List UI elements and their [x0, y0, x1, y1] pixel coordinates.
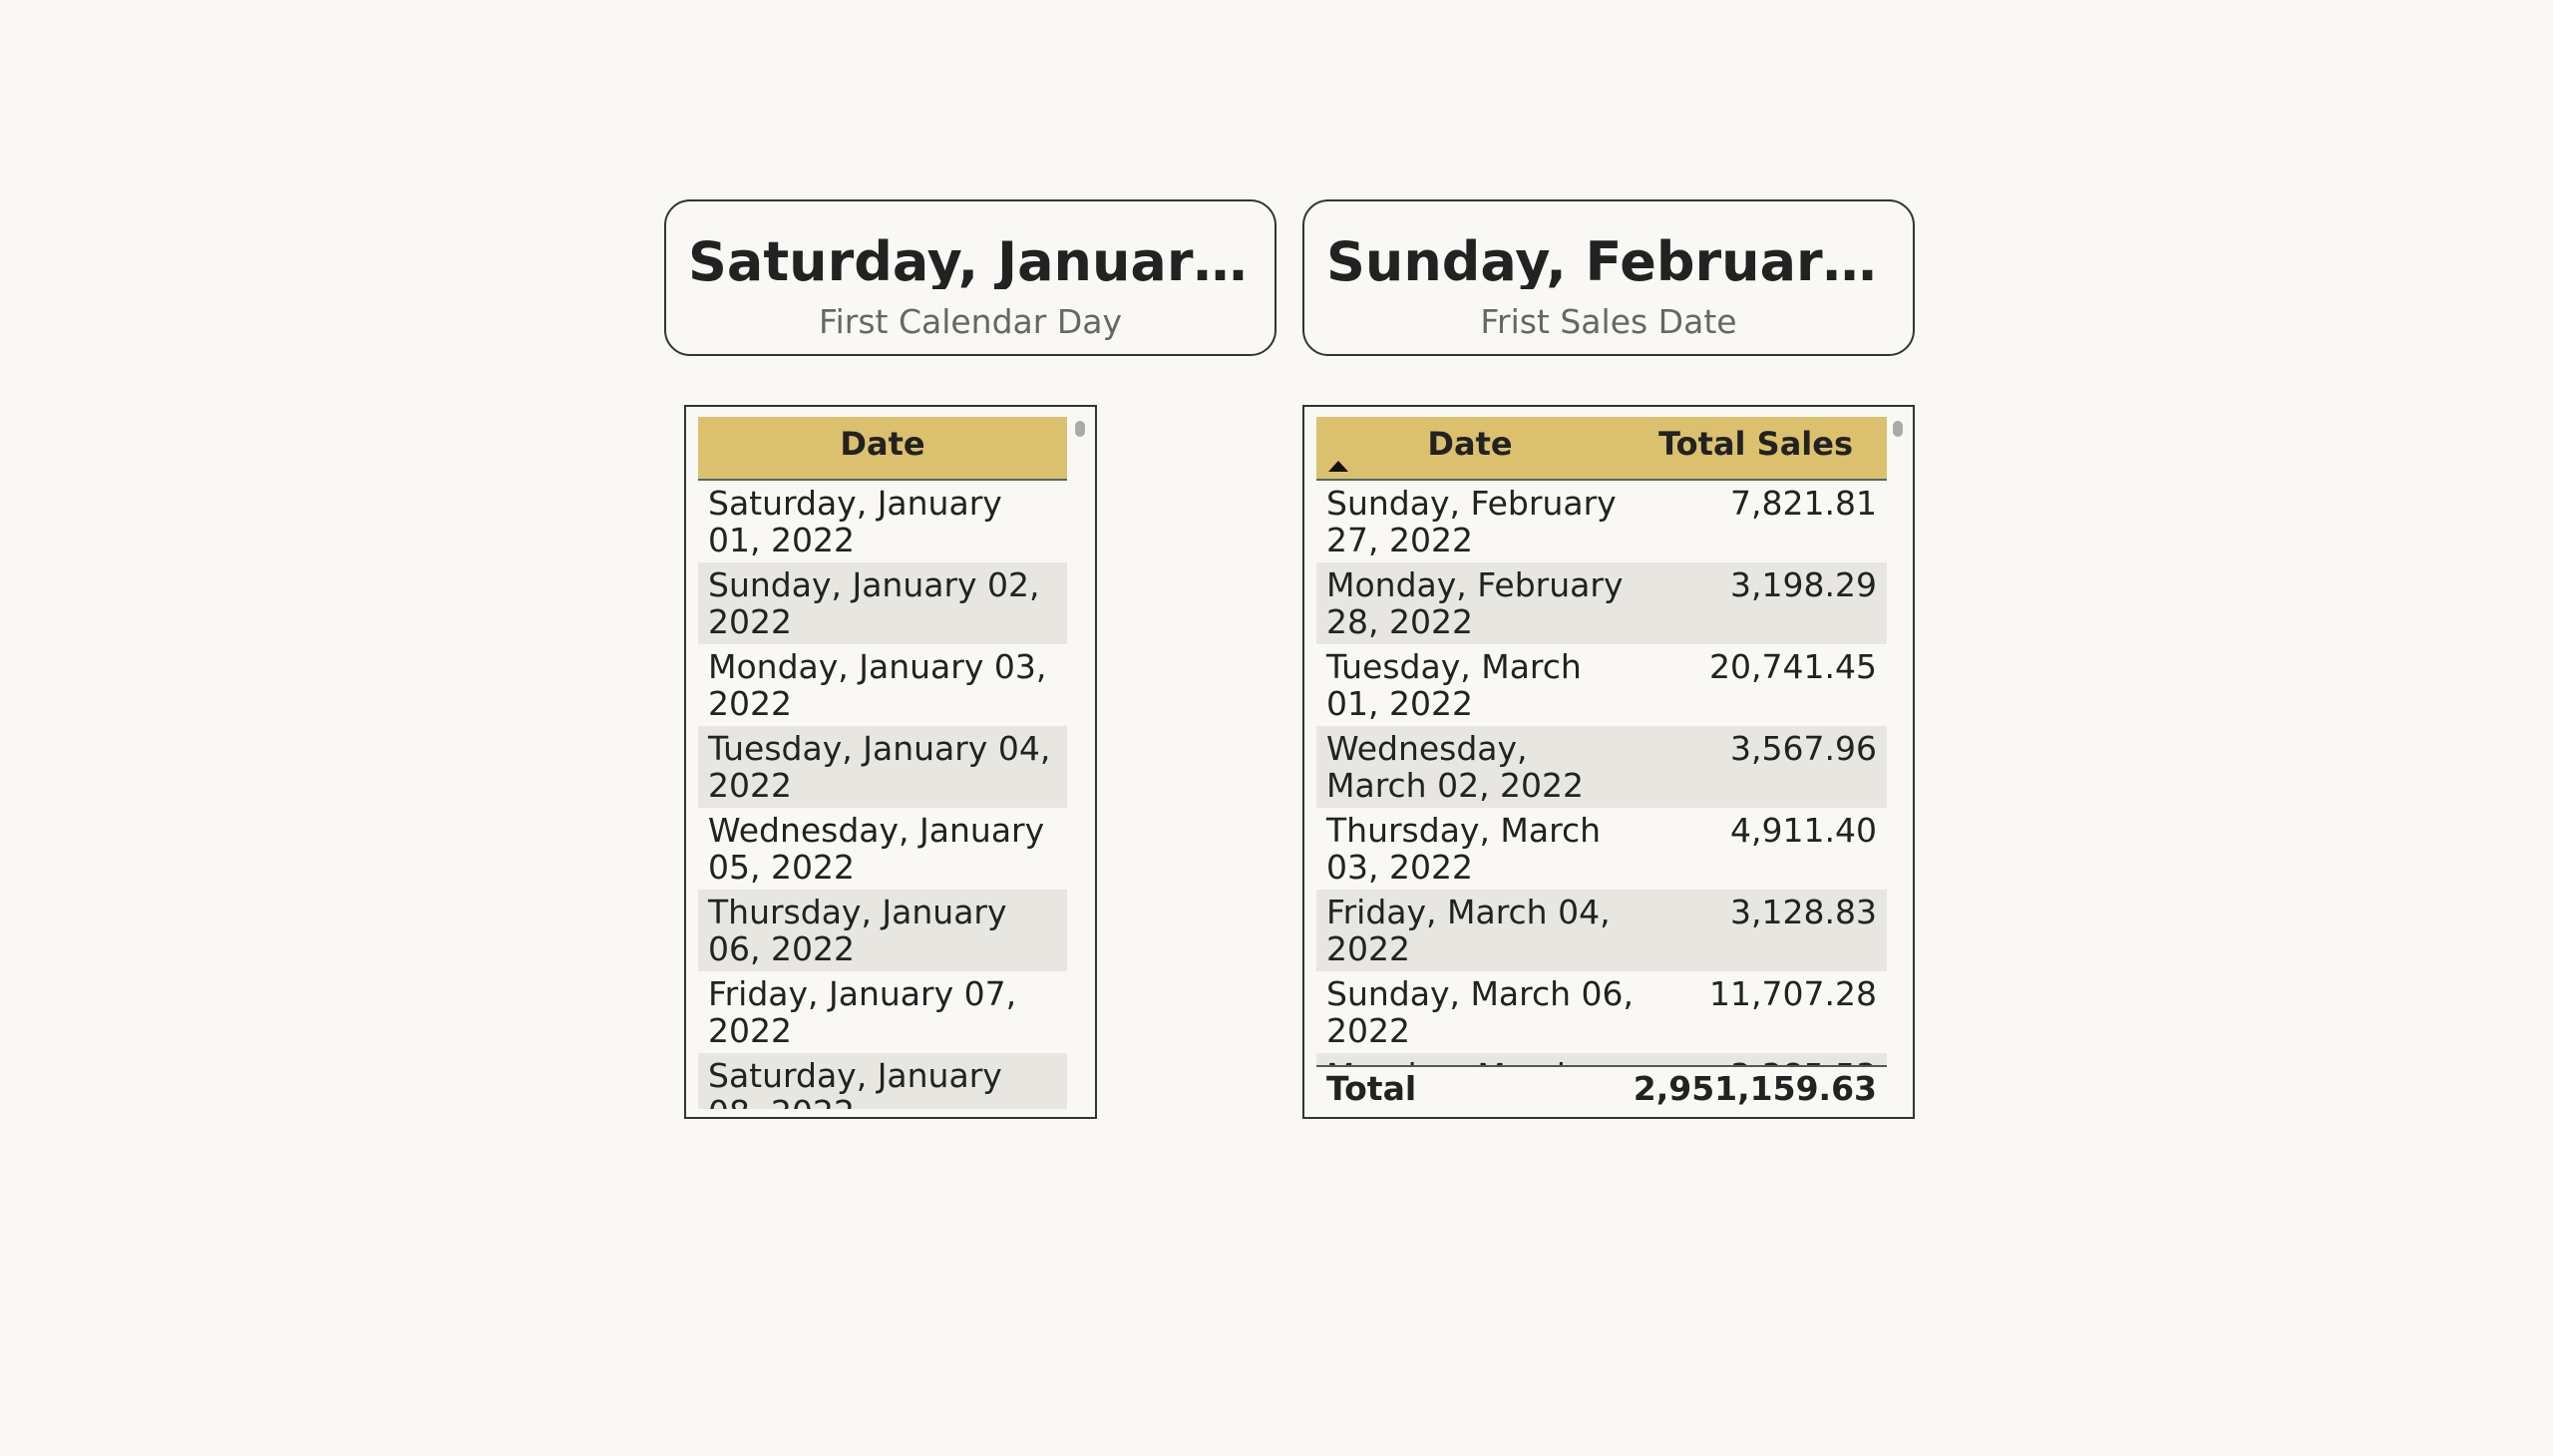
- table-row[interactable]: Sunday, March 06, 2022 11,707.28: [1316, 971, 1887, 1053]
- table-row[interactable]: Sunday, February 27, 2022 7,821.81: [1316, 481, 1887, 562]
- date-cell: Sunday, January 02, 2022: [708, 565, 1040, 641]
- table-row[interactable]: Thursday, January 06, 2022: [698, 890, 1067, 971]
- table-row[interactable]: Sunday, January 02, 2022: [698, 562, 1067, 644]
- table-body[interactable]: Sunday, February 27, 2022 7,821.81 Monda…: [1316, 481, 1887, 1065]
- sales-cell: 3,198.29: [1730, 565, 1877, 604]
- sales-cell: 11,707.28: [1709, 974, 1877, 1013]
- date-cell: Sunday, March 06, 2022: [1326, 974, 1635, 1050]
- card-label: Frist Sales Date: [1480, 302, 1737, 341]
- table-header: Date: [698, 417, 1067, 481]
- date-cell: Monday, February 28, 2022: [1326, 565, 1624, 641]
- card-first-calendar-day[interactable]: Saturday, January 01, 2022 First Calenda…: [664, 199, 1276, 356]
- table-row[interactable]: Saturday, January 08, 2022: [698, 1053, 1067, 1109]
- column-header-total-sales[interactable]: Total Sales: [1658, 425, 1853, 463]
- table-row[interactable]: Thursday, March 03, 2022 4,911.40: [1316, 808, 1887, 890]
- table-row[interactable]: Wednesday, January 05, 2022: [698, 808, 1067, 890]
- date-cell: Monday, January 03, 2022: [708, 647, 1047, 723]
- table-row[interactable]: Tuesday, March 01, 2022 20,741.45: [1316, 644, 1887, 726]
- totals-row: Total 2,951,159.63: [1316, 1065, 1887, 1115]
- column-header-date[interactable]: Date: [840, 425, 925, 463]
- sales-cell: 3,567.96: [1730, 729, 1877, 768]
- table-row[interactable]: Friday, March 04, 2022 3,128.83: [1316, 890, 1887, 971]
- table-row[interactable]: Tuesday, January 04, 2022: [698, 726, 1067, 808]
- date-cell: Monday, March 07, 2022: [1316, 1057, 1645, 1065]
- scrollbar-thumb[interactable]: [1075, 421, 1085, 437]
- column-header-date[interactable]: Date: [1427, 425, 1513, 463]
- date-cell: Friday, January 07, 2022: [708, 974, 1017, 1050]
- card-label: First Calendar Day: [819, 302, 1122, 341]
- table-row[interactable]: Monday, February 28, 2022 3,198.29: [1316, 562, 1887, 644]
- sales-cell: 20,741.45: [1709, 647, 1877, 686]
- date-cell: Friday, March 04, 2022: [1326, 893, 1611, 968]
- card-value: Saturday, January 01, 2022: [688, 235, 1275, 289]
- table-row[interactable]: Saturday, January 01, 2022: [698, 481, 1067, 562]
- card-value: Sunday, February 27, 2022: [1326, 235, 1913, 289]
- total-label: Total: [1326, 1069, 1417, 1108]
- sales-cell: 7,821.81: [1730, 484, 1877, 523]
- date-cell: Thursday, March 03, 2022: [1326, 811, 1602, 887]
- scrollbar-thumb[interactable]: [1893, 421, 1903, 437]
- date-cell: Wednesday, January 05, 2022: [708, 811, 1045, 887]
- table-row[interactable]: Wednesday, March 02, 2022 3,567.96: [1316, 726, 1887, 808]
- date-cell: Saturday, January 01, 2022: [708, 484, 1002, 559]
- sales-table: Date Total Sales Sunday, February 27, 20…: [1316, 417, 1887, 1065]
- table-row[interactable]: Monday, March 07, 2022 3,385.53: [1316, 1053, 1887, 1065]
- table-header: Date Total Sales: [1316, 417, 1887, 481]
- date-cell: Sunday, February 27, 2022: [1326, 484, 1617, 559]
- table-row[interactable]: Friday, January 07, 2022: [698, 971, 1067, 1053]
- sort-ascending-icon[interactable]: [1328, 461, 1348, 472]
- date-cell: Thursday, January 06, 2022: [708, 893, 1007, 968]
- calendar-table-panel[interactable]: Date Saturday, January 01, 2022 Sunday, …: [684, 405, 1097, 1119]
- total-value: 2,951,159.63: [1633, 1069, 1877, 1108]
- sales-table-panel[interactable]: Date Total Sales Sunday, February 27, 20…: [1302, 405, 1915, 1119]
- sales-cell: 4,911.40: [1730, 811, 1877, 850]
- date-cell: Saturday, January 08, 2022: [708, 1056, 1002, 1109]
- date-cell: Tuesday, March 01, 2022: [1326, 647, 1582, 723]
- table-body[interactable]: Saturday, January 01, 2022 Sunday, Janua…: [698, 481, 1067, 1109]
- card-first-sales-date[interactable]: Sunday, February 27, 2022 Frist Sales Da…: [1302, 199, 1915, 356]
- date-cell: Wednesday, March 02, 2022: [1326, 729, 1585, 805]
- sales-cell: 3,128.83: [1730, 893, 1877, 931]
- table-row[interactable]: Monday, January 03, 2022: [698, 644, 1067, 726]
- date-cell: Tuesday, January 04, 2022: [708, 729, 1051, 805]
- sales-cell: 3,385.53: [1645, 1057, 1887, 1065]
- calendar-table: Date Saturday, January 01, 2022 Sunday, …: [698, 417, 1067, 1109]
